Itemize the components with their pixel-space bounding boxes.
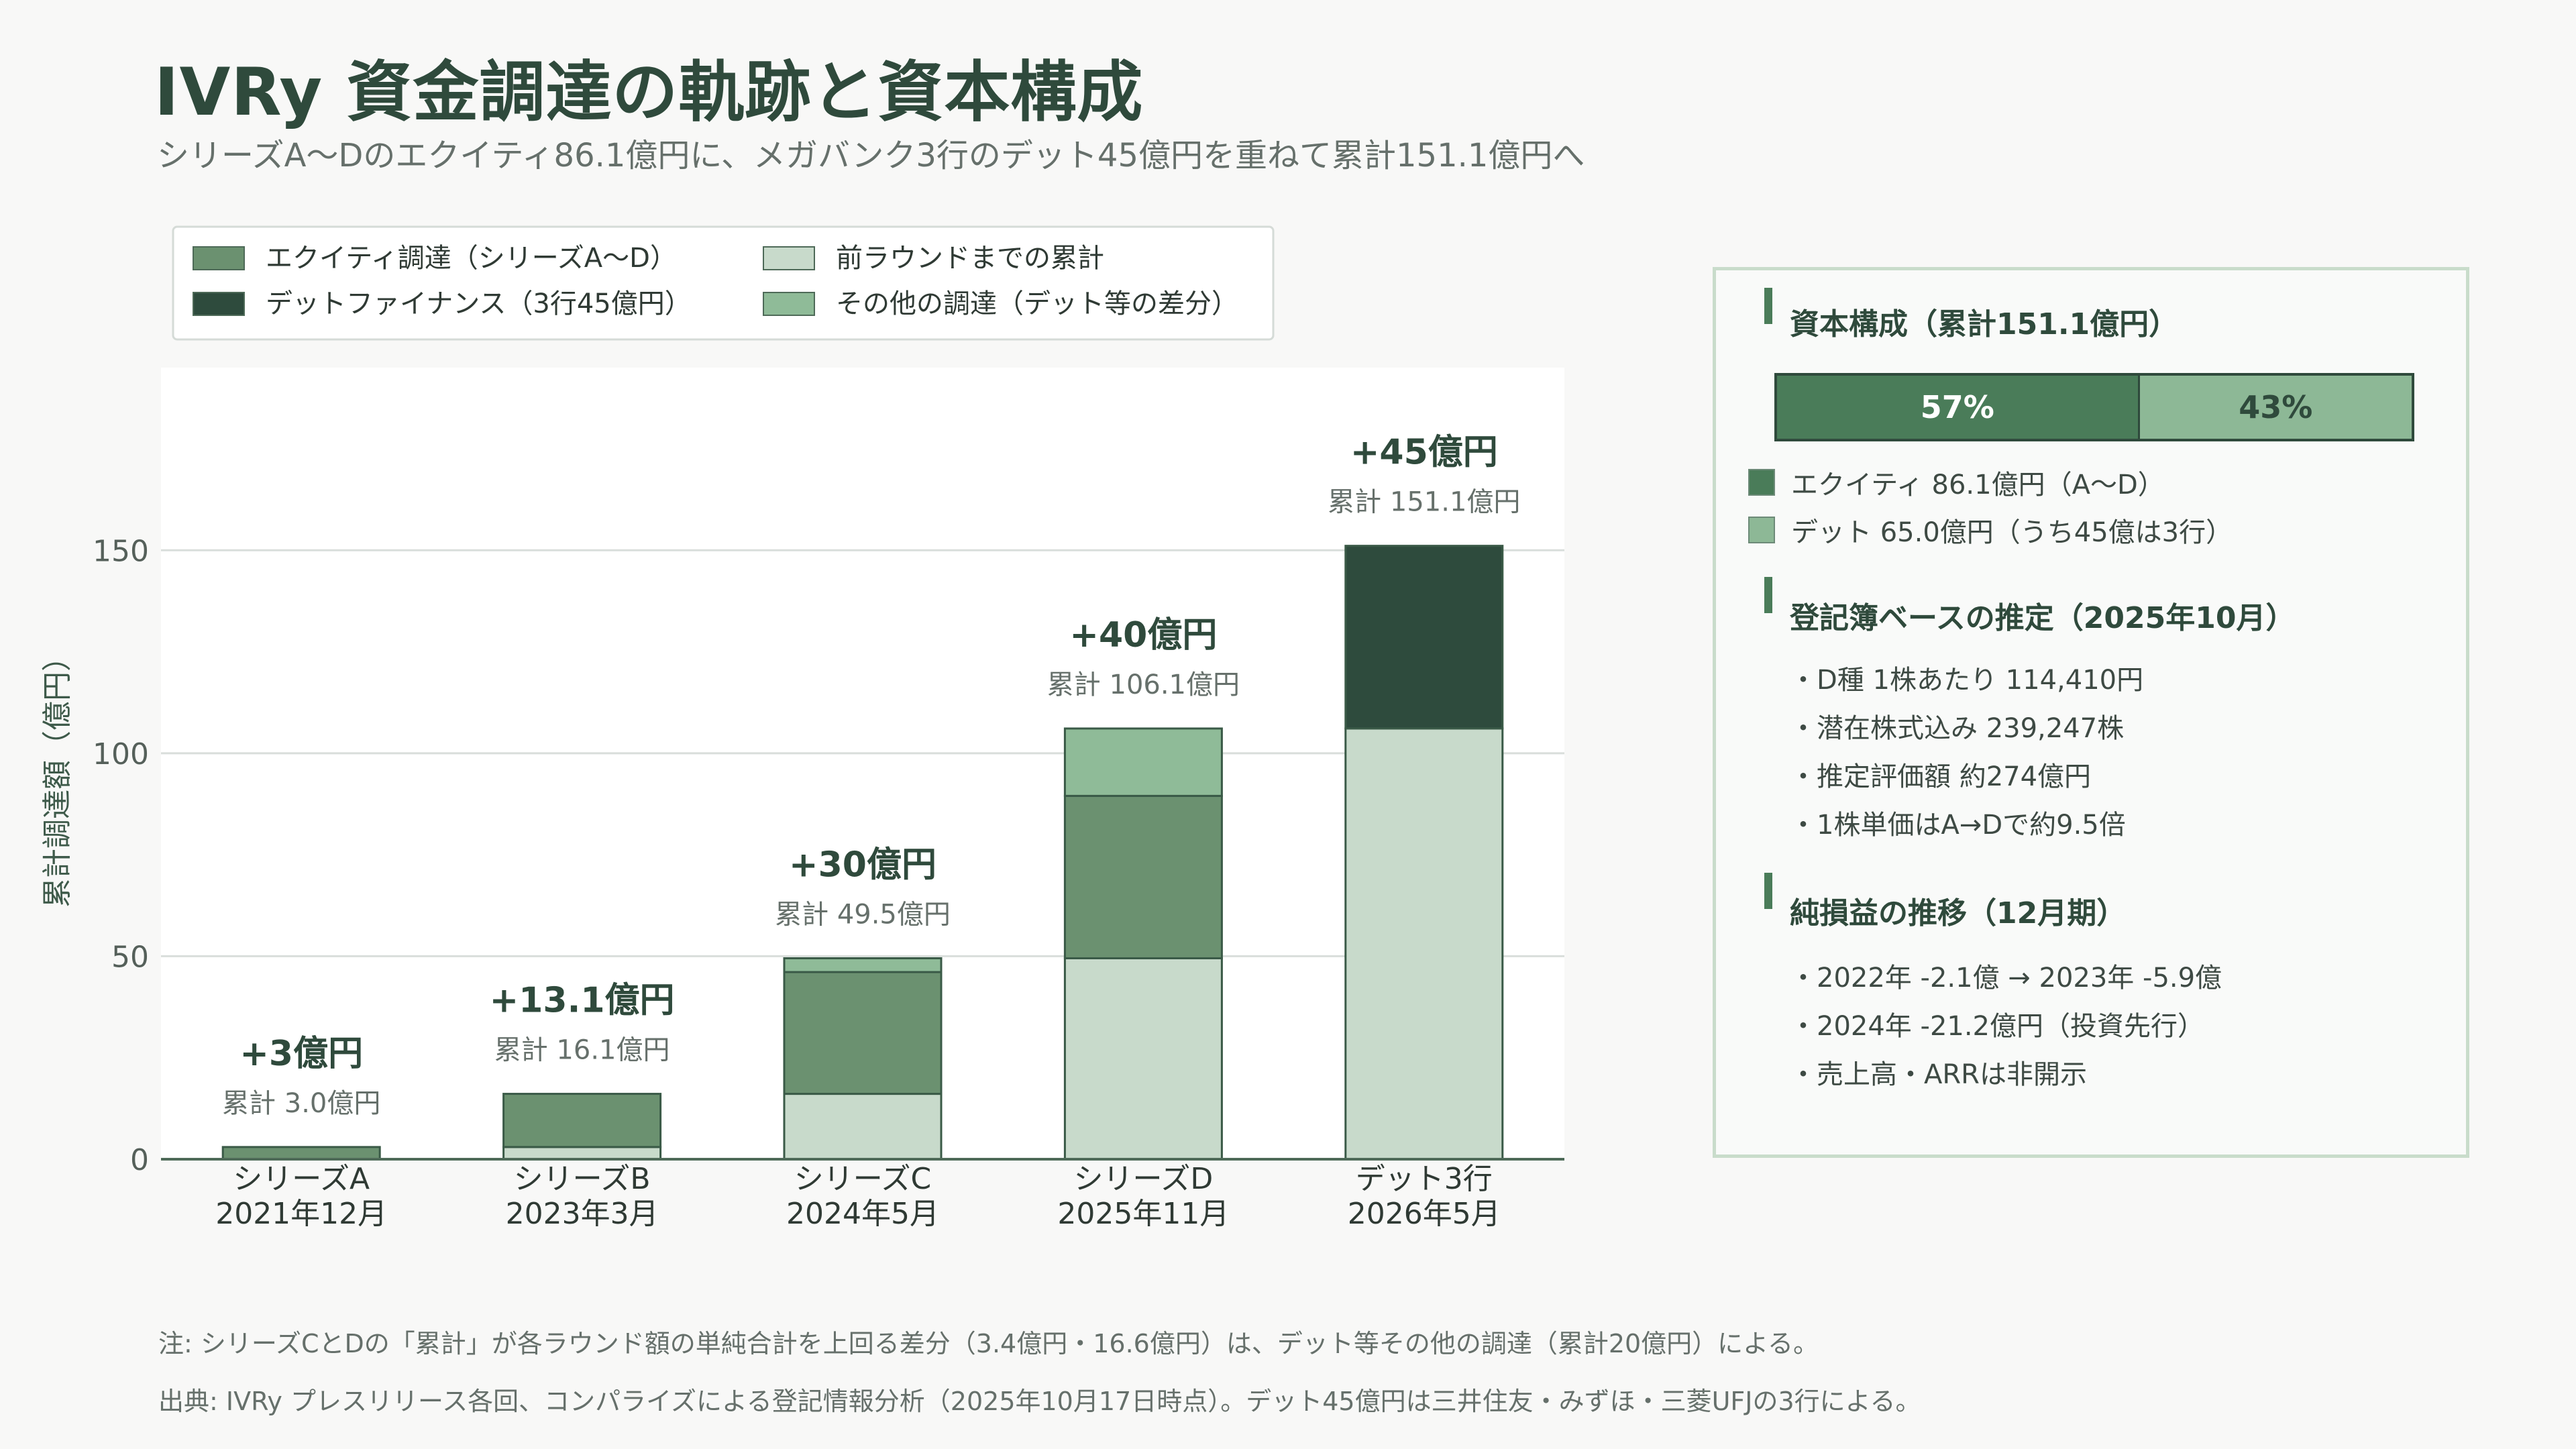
- registry-item: ・推定評価額 約274億円: [1790, 761, 2092, 792]
- x-tick-label: 2023年3月: [506, 1197, 659, 1231]
- x-tick-label: 2025年11月: [1057, 1197, 1229, 1231]
- page-title: IVRy 資金調達の軌跡と資本構成: [154, 54, 1144, 131]
- bar-segment: [1344, 545, 1504, 730]
- registry-item: ・D種 1株あたり 114,410円: [1790, 665, 2144, 696]
- registry-estimate-title: 登記簿ベースの推定（2025年10月）: [1790, 601, 2296, 635]
- y-tick-label: 100: [93, 737, 149, 771]
- legend-swatch: [763, 292, 815, 316]
- bar-segment: [1344, 727, 1504, 1161]
- capital-structure-bar: 57% 43%: [1774, 373, 2414, 441]
- y-tick-label: 0: [130, 1143, 149, 1177]
- legend-swatch: [193, 246, 245, 270]
- bar-segment: [1063, 727, 1223, 797]
- x-tick-label: 2024年5月: [786, 1197, 939, 1231]
- legend-label: デットファイナンス（3行45億円）: [266, 288, 692, 319]
- side-panel: 資本構成（累計151.1億円） 57% 43% エクイティ 86.1億円（A〜D…: [1713, 267, 2469, 1158]
- x-tick-label: シリーズD: [1074, 1162, 1214, 1196]
- x-tick-label: デット3行: [1356, 1162, 1493, 1196]
- pnl-trend-title: 純損益の推移（12月期）: [1790, 896, 2127, 930]
- bar-segment: [783, 971, 943, 1095]
- legend-box: [172, 225, 1275, 341]
- x-tick-label: シリーズC: [794, 1162, 932, 1196]
- pnl-item: ・2024年 -21.2億円（投資先行）: [1790, 1011, 2205, 1042]
- y-tick-label: 50: [111, 940, 149, 974]
- x-tick-label: 2026年5月: [1348, 1197, 1501, 1231]
- section-marker: [1764, 873, 1772, 909]
- legend-label: その他の調達（デット等の差分）: [836, 288, 1238, 319]
- debt-key-label: デット 65.0億円（うち45億は3行）: [1791, 517, 2233, 548]
- equity-swatch: [1748, 469, 1775, 496]
- capital-structure-title: 資本構成（累計151.1億円）: [1790, 307, 2179, 341]
- x-tick-label: シリーズA: [233, 1162, 370, 1196]
- cumulative-label: 累計 49.5億円: [775, 899, 951, 930]
- bar-segment: [783, 957, 943, 973]
- legend-swatch: [763, 246, 815, 270]
- bar-segment: [1063, 794, 1223, 959]
- footnote: 注: シリーズCとDの「累計」が各ラウンド額の単純合計を上回る差分（3.4億円・…: [158, 1329, 1819, 1358]
- delta-label: +45億円: [1350, 433, 1498, 473]
- bar-segment: [783, 1093, 943, 1161]
- y-tick-label: 150: [93, 534, 149, 568]
- x-tick-label: 2021年12月: [215, 1197, 387, 1231]
- pnl-item: ・売上高・ARRは非開示: [1790, 1059, 2087, 1090]
- equity-share-segment: 57%: [1777, 376, 2138, 439]
- debt-share-segment: 43%: [2137, 376, 2412, 439]
- delta-label: +30億円: [789, 845, 936, 885]
- debt-swatch: [1748, 517, 1775, 543]
- section-marker: [1764, 577, 1772, 613]
- legend-label: 前ラウンドまでの累計: [836, 243, 1104, 274]
- cumulative-label: 累計 106.1億円: [1047, 669, 1240, 700]
- source-note: 出典: IVRy プレスリリース各回、コンパライズによる登記情報分析（2025年…: [158, 1387, 1921, 1416]
- equity-key-label: エクイティ 86.1億円（A〜D）: [1791, 470, 2165, 500]
- legend-swatch: [193, 292, 245, 316]
- registry-item: ・1株単価はA→Dで約9.5倍: [1790, 810, 2126, 841]
- bar-segment: [502, 1093, 662, 1148]
- pnl-item: ・2022年 -2.1億 → 2023年 -5.9億: [1790, 963, 2222, 994]
- section-marker: [1764, 288, 1772, 324]
- bar-segment: [502, 1146, 662, 1161]
- cumulative-label: 累計 151.1億円: [1328, 487, 1520, 518]
- registry-item: ・潜在株式込み 239,247株: [1790, 713, 2125, 744]
- bar-segment: [1063, 957, 1223, 1161]
- delta-label: +3億円: [239, 1034, 363, 1074]
- debt-key: デット 65.0億円（うち45億は3行）: [1748, 511, 2233, 549]
- bar-segment: [221, 1146, 381, 1161]
- y-axis-label: 累計調達額（億円）: [40, 642, 74, 908]
- cumulative-label: 累計 3.0億円: [222, 1088, 380, 1119]
- equity-key: エクイティ 86.1億円（A〜D）: [1748, 463, 2165, 502]
- page-subtitle: シリーズA〜Dのエクイティ86.1億円に、メガバンク3行のデット45億円を重ねて…: [157, 137, 1585, 174]
- legend-label: エクイティ調達（シリーズA〜D）: [266, 243, 677, 274]
- x-tick-label: シリーズB: [514, 1162, 651, 1196]
- delta-label: +13.1億円: [490, 981, 675, 1021]
- cumulative-label: 累計 16.1億円: [494, 1035, 670, 1066]
- delta-label: +40億円: [1069, 615, 1217, 655]
